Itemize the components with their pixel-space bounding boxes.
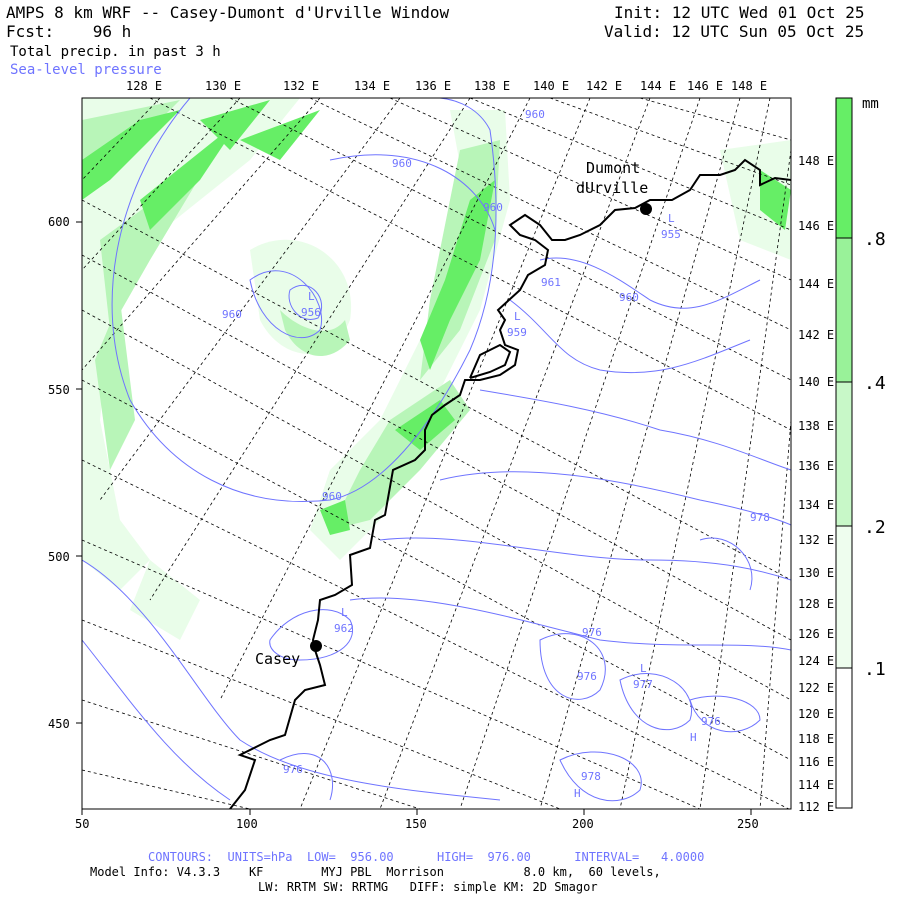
top-lon-label: 136 E xyxy=(415,79,451,93)
x-axis-label: 100 xyxy=(236,817,258,831)
right-lon-label: 122 E xyxy=(798,681,834,695)
right-lon-label: 120 E xyxy=(798,707,834,721)
right-lon-label: 140 E xyxy=(798,375,834,389)
right-lon-label: 134 E xyxy=(798,498,834,512)
y-axis-label: 500 xyxy=(48,550,70,564)
plot-area xyxy=(82,98,791,809)
pressure-label: L xyxy=(308,290,315,303)
pressure-label: 960 xyxy=(222,308,242,321)
pressure-labels: 960 960 960 960 960 960 961 L 955 L 956 … xyxy=(222,108,770,800)
top-lon-label: 144 E xyxy=(640,79,676,93)
colorbar-label: .2 xyxy=(864,517,886,538)
graticule xyxy=(82,98,791,809)
pressure-label: L xyxy=(514,310,521,323)
pressure-label: H xyxy=(690,731,697,744)
colorbar-unit: mm xyxy=(862,96,879,112)
colorbar-label: .8 xyxy=(864,229,886,250)
pressure-label: 976 xyxy=(582,626,602,639)
model-info: Model Info: V4.3.3 KF MYJ PBL Morrison 8… xyxy=(90,865,661,879)
pressure-label: L xyxy=(640,662,647,675)
top-lon-label: 134 E xyxy=(354,79,390,93)
dumont-label-line2: dUrville xyxy=(576,179,648,197)
y-axis-label: 600 xyxy=(48,215,70,229)
right-lon-label: 124 E xyxy=(798,654,834,668)
pressure-label: 976 xyxy=(701,715,721,728)
right-lon-label: 118 E xyxy=(798,732,834,746)
physics-info: LW: RRTM SW: RRTMG DIFF: simple KM: 2D S… xyxy=(258,880,598,894)
casey-label: Casey xyxy=(255,650,300,668)
pressure-label: 960 xyxy=(322,490,342,503)
right-lon-label: 112 E xyxy=(798,800,834,814)
field-precip-label: Total precip. in past 3 h xyxy=(10,44,221,60)
pressure-label: 976 xyxy=(283,763,303,776)
colorbar-label: .1 xyxy=(864,659,886,680)
y-axis-label: 550 xyxy=(48,383,70,397)
y-axis-label: 450 xyxy=(48,717,70,731)
right-lon-label: 144 E xyxy=(798,277,834,291)
right-lon-label: 128 E xyxy=(798,597,834,611)
right-lon-label: 142 E xyxy=(798,328,834,342)
x-axis-label: 150 xyxy=(405,817,427,831)
pressure-label: 978 xyxy=(581,770,601,783)
top-lon-label: 142 E xyxy=(586,79,622,93)
forecast-hour: Fcst: 96 h xyxy=(6,22,132,41)
top-lon-label: 138 E xyxy=(474,79,510,93)
pressure-label: 962 xyxy=(334,622,354,635)
right-lon-label: 132 E xyxy=(798,533,834,547)
init-time: Init: 12 UTC Wed 01 Oct 25 xyxy=(614,3,865,22)
precip-dark-shading xyxy=(82,100,791,535)
pressure-label: 960 xyxy=(483,201,503,214)
top-lon-labels: 128 E 130 E 132 E 134 E 136 E 138 E 140 … xyxy=(126,79,767,93)
right-lon-label: 136 E xyxy=(798,459,834,473)
x-axis-label: 50 xyxy=(75,817,89,831)
map-title: AMPS 8 km WRF -- Casey-Dumont d'Urville … xyxy=(6,3,450,22)
right-lon-label: 148 E xyxy=(798,154,834,168)
pressure-label: 960 xyxy=(619,291,639,304)
top-lon-label: 132 E xyxy=(283,79,319,93)
top-lon-label: 140 E xyxy=(533,79,569,93)
pressure-label: 977 xyxy=(633,678,653,691)
x-axis-label: 250 xyxy=(737,817,759,831)
x-axis-ticks xyxy=(81,809,752,815)
pressure-label: L xyxy=(341,606,348,619)
right-lon-label: 126 E xyxy=(798,627,834,641)
pressure-label: 976 xyxy=(577,670,597,683)
y-axis-labels: 600 550 500 450 xyxy=(48,215,70,731)
pressure-label: 978 xyxy=(750,511,770,524)
colorbar-label: .4 xyxy=(864,373,886,394)
right-lon-label: 146 E xyxy=(798,219,834,233)
slp-contours xyxy=(82,98,791,802)
pressure-label: 955 xyxy=(661,228,681,241)
plot-frame xyxy=(81,97,792,810)
coastline xyxy=(229,158,791,809)
right-lon-labels: 148 E 146 E 144 E 142 E 140 E 138 E 136 … xyxy=(798,154,834,814)
pressure-label: 961 xyxy=(541,276,561,289)
valid-time: Valid: 12 UTC Sun 05 Oct 25 xyxy=(604,22,865,41)
top-lon-label: 148 E xyxy=(731,79,767,93)
contour-info: CONTOURS: UNITS=hPa LOW= 956.00 HIGH= 97… xyxy=(148,850,705,864)
colorbar xyxy=(835,97,853,809)
pressure-label: 960 xyxy=(525,108,545,121)
casey-marker xyxy=(310,640,322,652)
right-lon-label: 130 E xyxy=(798,566,834,580)
pressure-label: 959 xyxy=(507,326,527,339)
dumont-label-line1: Dumont xyxy=(586,159,640,177)
field-slp-label: Sea-level pressure xyxy=(10,62,162,78)
right-lon-label: 138 E xyxy=(798,419,834,433)
y-axis-ticks xyxy=(76,221,82,724)
x-axis-label: 200 xyxy=(572,817,594,831)
right-lon-label: 114 E xyxy=(798,778,834,792)
pressure-label: L xyxy=(668,212,675,225)
pressure-label: 960 xyxy=(392,157,412,170)
x-axis-labels: 50 100 150 200 250 xyxy=(75,817,759,831)
top-lon-label: 146 E xyxy=(687,79,723,93)
dumont-durville-marker xyxy=(640,203,652,215)
top-lon-label: 128 E xyxy=(126,79,162,93)
right-lon-label: 116 E xyxy=(798,755,834,769)
pressure-label: 956 xyxy=(301,306,321,319)
top-lon-label: 130 E xyxy=(205,79,241,93)
pressure-label: H xyxy=(574,787,581,800)
